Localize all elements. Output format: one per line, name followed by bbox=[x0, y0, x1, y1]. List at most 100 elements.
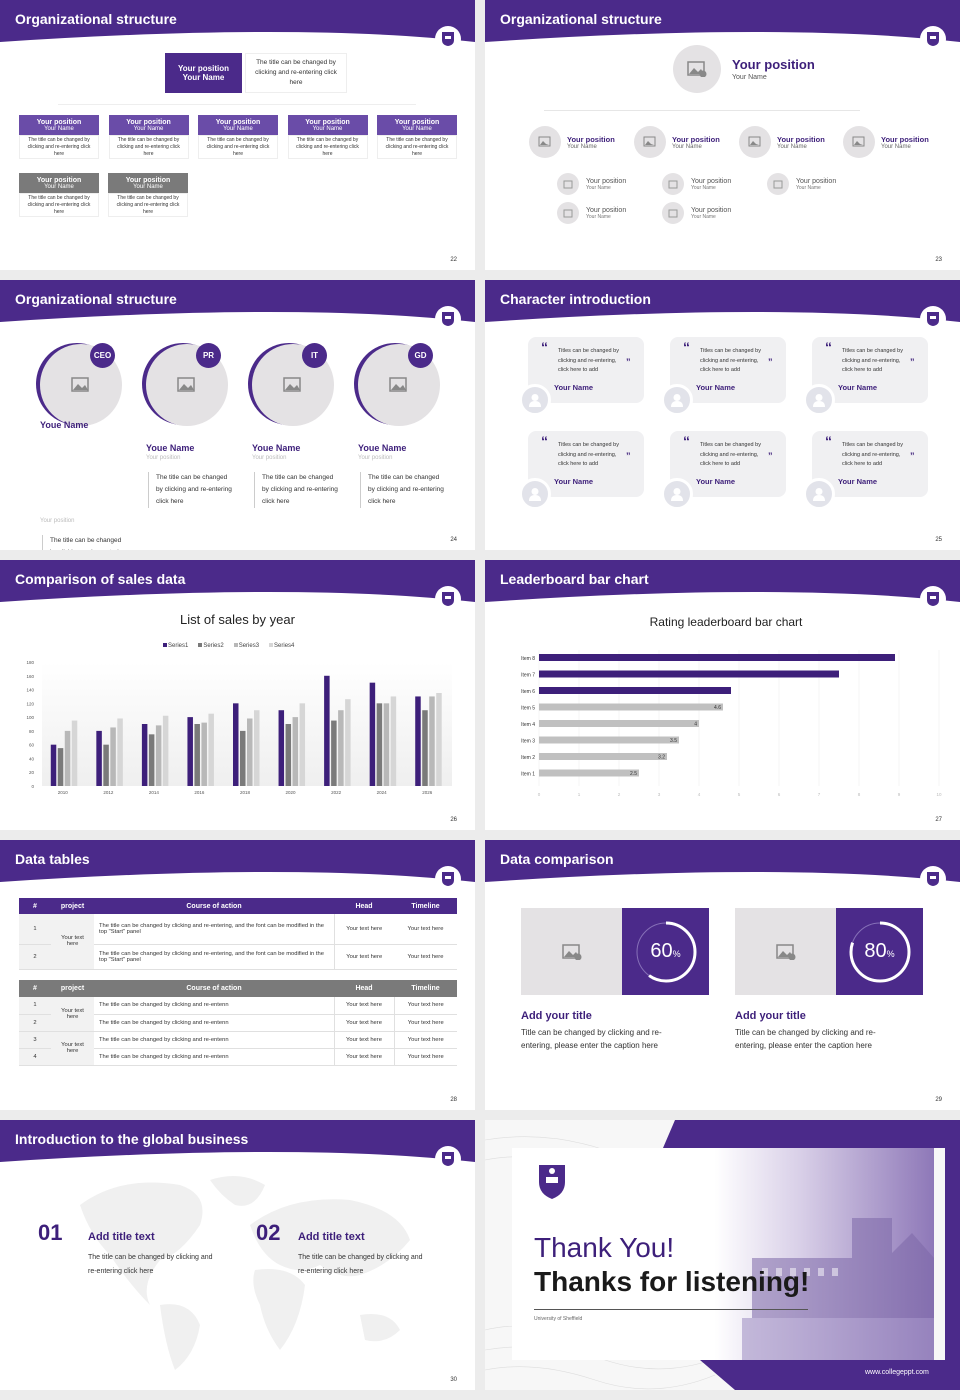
project-cell: Your text here bbox=[51, 914, 94, 969]
member-card[interactable]: PR Youe Name Your position The title can… bbox=[142, 343, 252, 508]
org-box[interactable]: Your position Your Name The title can be… bbox=[19, 115, 99, 159]
slide-31-thank-you[interactable]: Thank You! Thanks for listening! Univers… bbox=[485, 1120, 960, 1390]
member-card[interactable]: CEO Youe Name Your position The title ca… bbox=[36, 343, 146, 550]
head-cell: Your text here bbox=[334, 1031, 395, 1048]
head-cell: Your text here bbox=[346, 925, 383, 932]
slide-title: Introduction to the global business bbox=[15, 1131, 249, 1147]
slide-header: Leaderboard bar chart bbox=[485, 560, 960, 604]
slide-header: Character introduction bbox=[485, 280, 960, 324]
card-name: Your Name bbox=[696, 477, 736, 486]
timeline-cell: Your text here bbox=[407, 1002, 444, 1009]
org-box[interactable]: Your position Your Name The title can be… bbox=[198, 115, 278, 159]
slide-header: Comparison of sales data bbox=[0, 560, 475, 604]
org-desc: The title can be changed by clicking and… bbox=[198, 135, 278, 159]
avatar bbox=[661, 384, 693, 416]
university-crest-icon bbox=[435, 1146, 461, 1172]
org-box[interactable]: Your position Your Name The title can be… bbox=[19, 173, 99, 217]
svg-text:120: 120 bbox=[26, 701, 34, 706]
member-card[interactable]: IT Youe Name Your position The title can… bbox=[248, 343, 358, 508]
progress-ring-60: 60% bbox=[622, 908, 709, 995]
level3-node[interactable]: Your position Your Name bbox=[767, 173, 836, 195]
level2-node[interactable]: Your position Your Name bbox=[843, 126, 929, 158]
open-quote-icon: “ bbox=[825, 433, 832, 449]
svg-text:Item 6: Item 6 bbox=[521, 689, 535, 695]
page-number: 24 bbox=[450, 537, 457, 543]
org-name: Your Name bbox=[312, 125, 343, 132]
timeline-cell: Your text here bbox=[407, 1053, 444, 1060]
slide-28-data-tables[interactable]: Data tables # project Course of action H… bbox=[0, 840, 475, 1110]
svg-text:2024: 2024 bbox=[377, 790, 388, 795]
avatar bbox=[661, 478, 693, 510]
node-position: Your position bbox=[691, 206, 732, 214]
slide-header: Data comparison bbox=[485, 840, 960, 884]
slide-27-leaderboard-chart[interactable]: Leaderboard bar chart Rating leaderboard… bbox=[485, 560, 960, 830]
top-name: Your Name bbox=[732, 74, 767, 81]
connector-line bbox=[58, 104, 416, 105]
level3-node[interactable]: Your position Your Name bbox=[662, 202, 731, 224]
item-desc: The title can be changed by clicking and… bbox=[298, 1254, 423, 1275]
member-position: Your position bbox=[252, 455, 287, 461]
level3-node[interactable]: Your position Your Name bbox=[557, 173, 626, 195]
svg-text:4: 4 bbox=[698, 792, 701, 797]
node-position: Your position bbox=[567, 134, 615, 144]
level3-node[interactable]: Your position Your Name bbox=[557, 202, 626, 224]
node-position: Your position bbox=[586, 177, 627, 185]
org-box[interactable]: Your position Your Name The title can be… bbox=[108, 115, 189, 159]
level3-node[interactable]: Your position Your Name bbox=[662, 173, 731, 195]
org-name: Your Name bbox=[44, 125, 74, 132]
close-quote-icon: ” bbox=[626, 357, 631, 367]
org-position: Your position bbox=[305, 118, 350, 126]
org-box[interactable]: Your position Your Name The title can be… bbox=[108, 173, 188, 217]
node-position: Your position bbox=[586, 206, 627, 214]
slide-25-character-intro[interactable]: Character introduction “ Titles can be c… bbox=[485, 280, 960, 550]
level2-node[interactable]: Your position Your Name bbox=[634, 126, 720, 158]
org-position: Your position bbox=[36, 118, 82, 126]
node-position: Your position bbox=[796, 177, 837, 185]
image-placeholder-icon[interactable] bbox=[521, 908, 622, 995]
close-quote-icon: ” bbox=[768, 357, 773, 367]
image-placeholder-icon[interactable] bbox=[735, 908, 836, 995]
org-top-box[interactable]: Your position Your Name bbox=[165, 53, 242, 93]
org-box[interactable]: Your position Your Name The title can be… bbox=[287, 115, 368, 159]
quote-card[interactable]: “ Titles can be changed by clicking and … bbox=[670, 431, 786, 497]
image-placeholder-icon bbox=[662, 202, 684, 224]
row-num: 3 bbox=[19, 1031, 51, 1048]
role-badge: GD bbox=[408, 343, 433, 368]
university-crest-icon bbox=[538, 1164, 566, 1205]
svg-text:2012: 2012 bbox=[103, 790, 114, 795]
slide-26-sales-chart[interactable]: Comparison of sales data List of sales b… bbox=[0, 560, 475, 830]
slide-title: Character introduction bbox=[500, 291, 651, 307]
col-header: # bbox=[33, 985, 37, 992]
node-name: Your Name bbox=[672, 143, 702, 150]
image-placeholder-icon[interactable] bbox=[673, 45, 721, 93]
level2-node[interactable]: Your position Your Name bbox=[529, 126, 615, 158]
col-header: Head bbox=[355, 985, 373, 992]
slide-29-data-comparison[interactable]: Data comparison 60% Add your title Title… bbox=[485, 840, 960, 1110]
slide-23-org-structure[interactable]: Organizational structure Your position Y… bbox=[485, 0, 960, 270]
node-position: Your position bbox=[672, 134, 720, 144]
svg-text:2020: 2020 bbox=[286, 790, 297, 795]
head-cell: Your text here bbox=[334, 997, 395, 1014]
table-row: 2 The title can be changed by clicking a… bbox=[19, 1014, 457, 1031]
item-desc: Title can be changed by clicking and re-… bbox=[735, 1028, 876, 1050]
card-name: Your Name bbox=[696, 383, 736, 392]
org-box[interactable]: Your position Your Name The title can be… bbox=[377, 115, 457, 159]
svg-text:180: 180 bbox=[26, 660, 34, 665]
timeline-cell: Your text here bbox=[407, 925, 444, 932]
slide-22-org-structure[interactable]: Organizational structure Your position Y… bbox=[0, 0, 475, 270]
avatar bbox=[519, 478, 551, 510]
level2-node[interactable]: Your position Your Name bbox=[739, 126, 825, 158]
table-row: 2 The title can be changed by clicking a… bbox=[19, 944, 457, 969]
website-link[interactable]: www.collegeppt.com bbox=[865, 1369, 929, 1376]
slide-30-global-business[interactable]: Introduction to the global business 01 A… bbox=[0, 1120, 475, 1390]
slide-header: Organizational structure bbox=[0, 280, 475, 324]
university-crest-icon bbox=[920, 586, 946, 612]
open-quote-icon: “ bbox=[683, 339, 690, 355]
slide-24-org-structure[interactable]: Organizational structure CEO Youe Name Y… bbox=[0, 280, 475, 550]
action-cell: The title can be changed by clicking and… bbox=[94, 1014, 335, 1031]
svg-text:Item 1: Item 1 bbox=[521, 772, 535, 778]
close-quote-icon: ” bbox=[910, 451, 915, 461]
item-title: Add your title bbox=[735, 1010, 806, 1022]
member-card[interactable]: GD Youe Name Your position The title can… bbox=[354, 343, 464, 508]
org-desc: The title can be changed by clicking and… bbox=[19, 193, 99, 217]
